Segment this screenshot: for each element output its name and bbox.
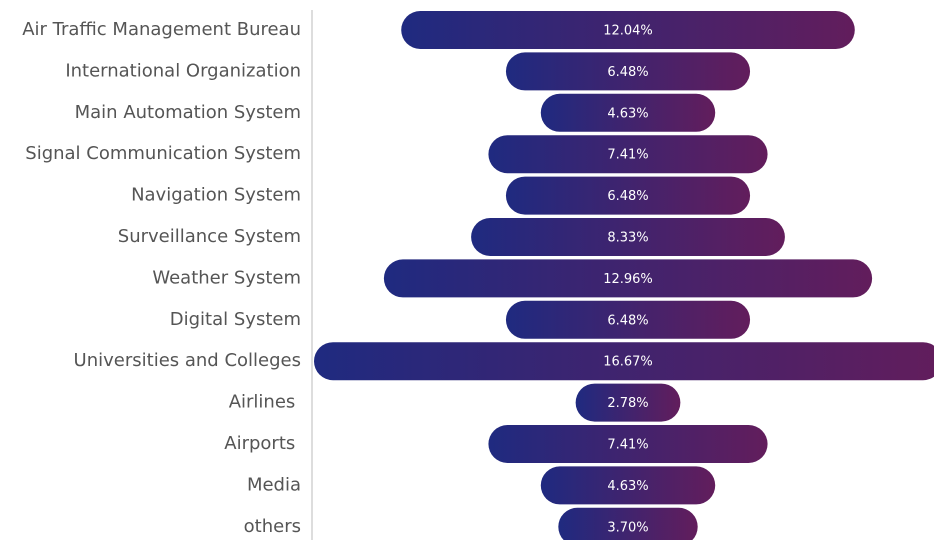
value-label: 7.41% [607,148,648,163]
value-label: 6.48% [607,65,648,80]
category-label: International Organization [65,60,301,81]
category-label: Airlines [229,392,301,413]
bar [575,383,681,422]
value-label: 16.67% [603,355,653,370]
category-label: Navigation System [131,185,301,206]
bar [540,466,716,505]
bar [540,93,716,132]
category-label: Weather System [152,267,301,288]
bar [383,259,873,298]
value-label: 2.78% [607,396,648,411]
bar [558,507,698,540]
category-label: Air Traffic Management Bureau [22,19,301,40]
value-label: 12.04% [603,24,653,39]
bar [488,425,768,463]
category-label: Main Automation System [75,102,301,123]
bar [505,176,751,215]
category-label: Surveillance System [118,226,301,247]
category-label: Signal Communication System [25,143,301,164]
value-label: 12.96% [603,272,653,287]
value-label: 4.63% [607,106,648,121]
category-label: others [244,516,301,537]
bar [471,218,785,256]
category-label: Digital System [170,309,301,330]
bar [505,52,751,91]
value-label: 8.33% [607,231,648,246]
bar [488,135,768,174]
bar [314,342,934,381]
value-label: 4.63% [607,479,648,494]
bar [505,300,751,339]
category-label: Airports [224,433,301,454]
bar [401,11,855,49]
category-label: Media [247,474,301,495]
category-label: Universities and Colleges [74,350,301,371]
value-label: 6.48% [607,189,648,204]
value-label: 7.41% [607,438,648,453]
value-label: 3.70% [607,520,648,535]
value-label: 6.48% [607,313,648,328]
